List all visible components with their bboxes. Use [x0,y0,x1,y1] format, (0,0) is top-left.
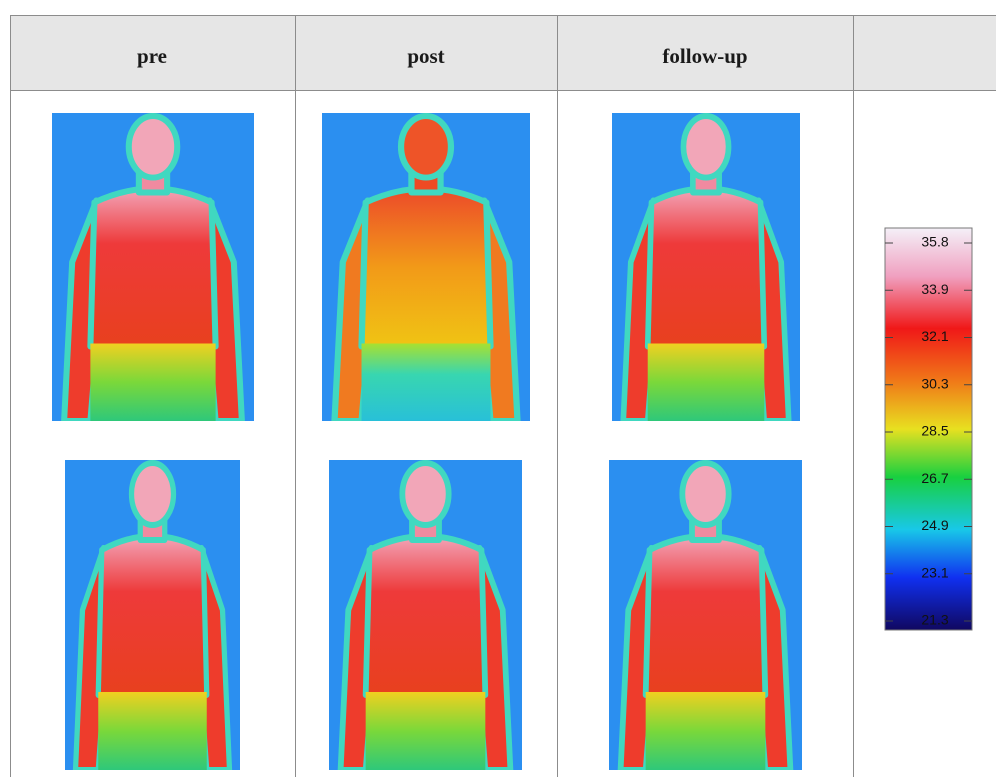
colorbar-label: 23.1 [921,564,948,580]
column-header: pre [137,44,167,68]
column-header: post [407,44,444,68]
colorbar-label: 28.5 [921,423,948,439]
thermal-image [609,460,802,770]
colorbar-label: 24.9 [921,517,948,533]
colorbar-label: 35.8 [921,234,948,250]
thermal-image [52,113,254,421]
column-header: follow-up [662,44,747,68]
colorbar-label: 30.3 [921,375,948,391]
header-row [10,15,996,90]
colorbar-label: 26.7 [921,470,948,486]
colorbar-labels: 35.8 33.9 32.1 30.3 28.5 26.7 24.9 23.1 21.3 [885,234,972,628]
colorbar-label: 21.3 [921,612,948,628]
thermal-image [612,113,800,421]
thermal-image [322,113,530,421]
thermal-image [329,460,522,770]
colorbar-label: 33.9 [921,281,948,297]
colorbar [884,227,973,631]
colorbar-label: 32.1 [921,328,948,344]
table-grid [10,15,996,777]
thermal-image [65,460,240,770]
